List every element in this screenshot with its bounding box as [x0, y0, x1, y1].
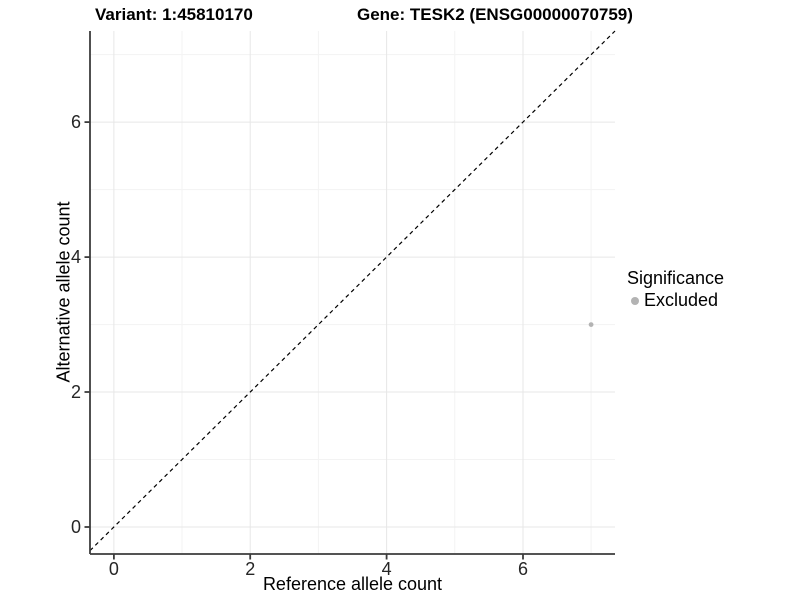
data-point — [588, 322, 594, 327]
y-tick-label: 6 — [71, 112, 81, 132]
y-tick-label: 4 — [71, 247, 81, 267]
legend-title: Significance — [627, 268, 725, 288]
y-tick-label: 0 — [71, 517, 81, 537]
y-tick-label: 2 — [71, 382, 81, 402]
legend-point-icon — [631, 296, 639, 305]
legend-item-excluded: Excluded — [627, 291, 724, 310]
plot-title-variant: Variant: 1:45810170 — [95, 5, 253, 24]
x-tick-label: 4 — [382, 559, 392, 579]
identity-line — [89, 30, 616, 552]
x-tick-label: 0 — [109, 559, 119, 579]
x-tick-label: 2 — [245, 559, 255, 579]
plot-title-gene: Gene: TESK2 (ENSG00000070759) — [357, 5, 633, 24]
legend: Significance Excluded — [627, 269, 724, 310]
x-axis-title: Reference allele count — [262, 574, 443, 594]
legend-item-label: Excluded — [644, 290, 719, 310]
x-tick-label: 6 — [518, 559, 528, 579]
y-axis-title: Alternative allele count — [53, 201, 74, 383]
